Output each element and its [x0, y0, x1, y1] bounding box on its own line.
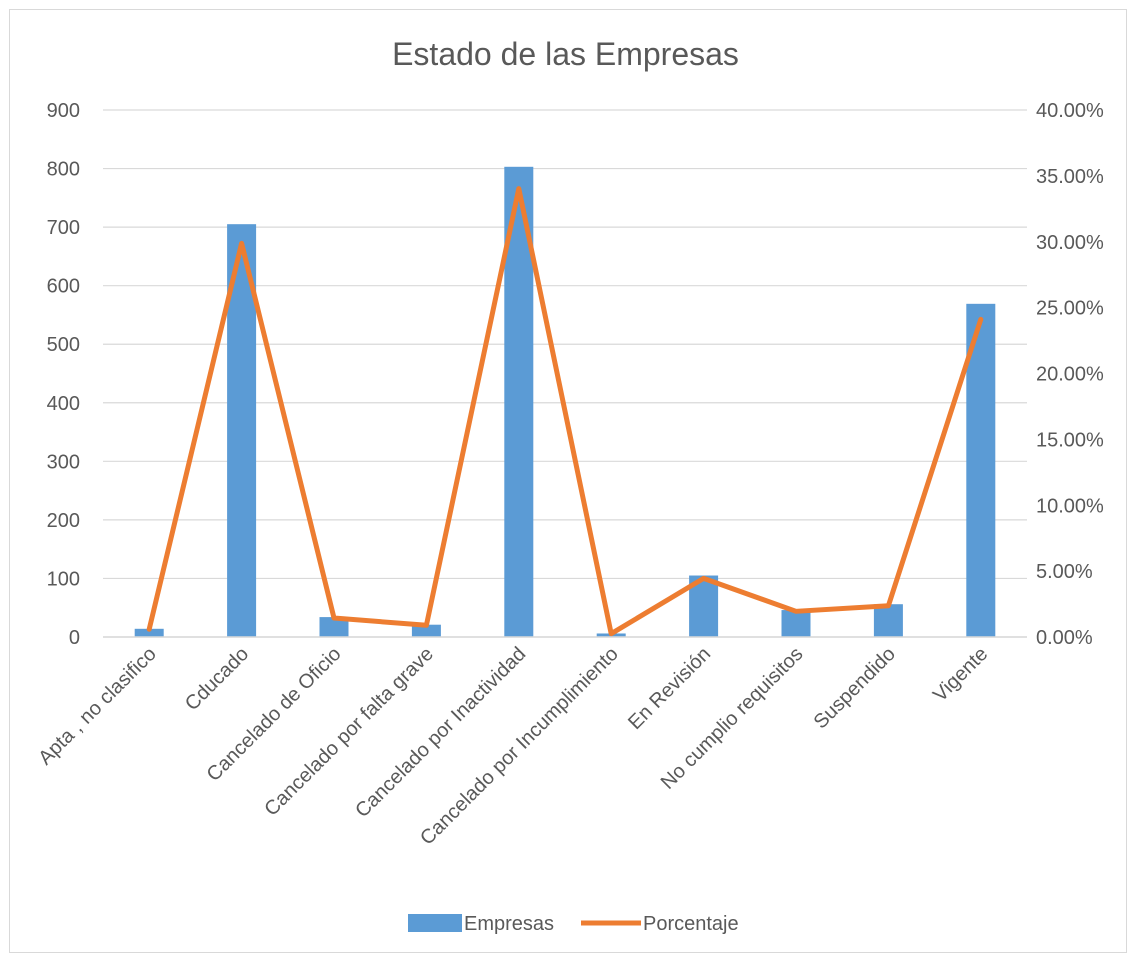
right-tick-label: 35.00%: [1036, 166, 1104, 188]
bar: [134, 628, 164, 637]
right-tick-label: 15.00%: [1036, 429, 1104, 451]
left-tick-label: 600: [47, 276, 80, 298]
line-point: [795, 610, 797, 612]
line-point: [148, 628, 150, 630]
right-tick-label: 40.00%: [1036, 100, 1104, 122]
line-point: [703, 577, 705, 579]
gridlines: [103, 109, 1027, 638]
line-series-path: [146, 186, 984, 637]
left-tick-label: 800: [47, 159, 80, 181]
category-label: Cducado: [181, 643, 253, 715]
chart-frame: [9, 9, 1127, 953]
line-point: [241, 242, 243, 244]
left-tick-label: 900: [47, 100, 80, 122]
legend-label: Empresas: [464, 913, 554, 935]
line-point: [333, 617, 335, 619]
category-label: Cancelado por Inactividad: [351, 643, 530, 822]
legend: Empresas Porcentaje: [408, 913, 739, 935]
bar: [873, 604, 903, 637]
line-series: [146, 186, 984, 637]
category-label: En Revisión: [624, 643, 715, 734]
category-label: Suspendido: [810, 643, 900, 733]
category-label: Apta , no clasifico: [34, 643, 160, 769]
right-tick-label: 30.00%: [1036, 232, 1104, 254]
right-tick-label: 0.00%: [1036, 627, 1093, 649]
line-point: [610, 633, 612, 635]
left-tick-label: 100: [47, 568, 80, 590]
right-tick-label: 10.00%: [1036, 495, 1104, 517]
line-point: [425, 624, 427, 626]
right-tick-label: 20.00%: [1036, 364, 1104, 386]
chart-title: Estado de las Empresas: [392, 36, 739, 72]
line-point: [980, 318, 982, 320]
left-tick-label: 500: [47, 334, 80, 356]
category-label: Cancelado por Incumplimiento: [416, 643, 623, 850]
legend-swatch-bar: [408, 914, 462, 932]
left-tick-label: 0: [69, 627, 80, 649]
left-tick-label: 200: [47, 510, 80, 532]
category-label: Vigente: [929, 643, 992, 706]
category-label: Cancelado por falta grave: [260, 643, 438, 821]
left-tick-label: 700: [47, 217, 80, 239]
left-axis: 0 100 200 300 400 500 600 700 800 900: [47, 100, 80, 649]
bar: [966, 303, 996, 637]
line-point: [518, 188, 520, 190]
bar: [319, 617, 349, 637]
left-tick-label: 400: [47, 393, 80, 415]
right-tick-label: 25.00%: [1036, 298, 1104, 320]
line-point: [887, 605, 889, 607]
bar: [411, 624, 441, 637]
left-tick-label: 300: [47, 451, 80, 473]
legend-label: Porcentaje: [643, 913, 739, 935]
right-axis: 0.00% 5.00% 10.00% 15.00% 20.00% 25.00% 30.00%…: [1036, 100, 1104, 649]
right-tick-label: 5.00%: [1036, 561, 1093, 583]
bar: [781, 610, 811, 637]
